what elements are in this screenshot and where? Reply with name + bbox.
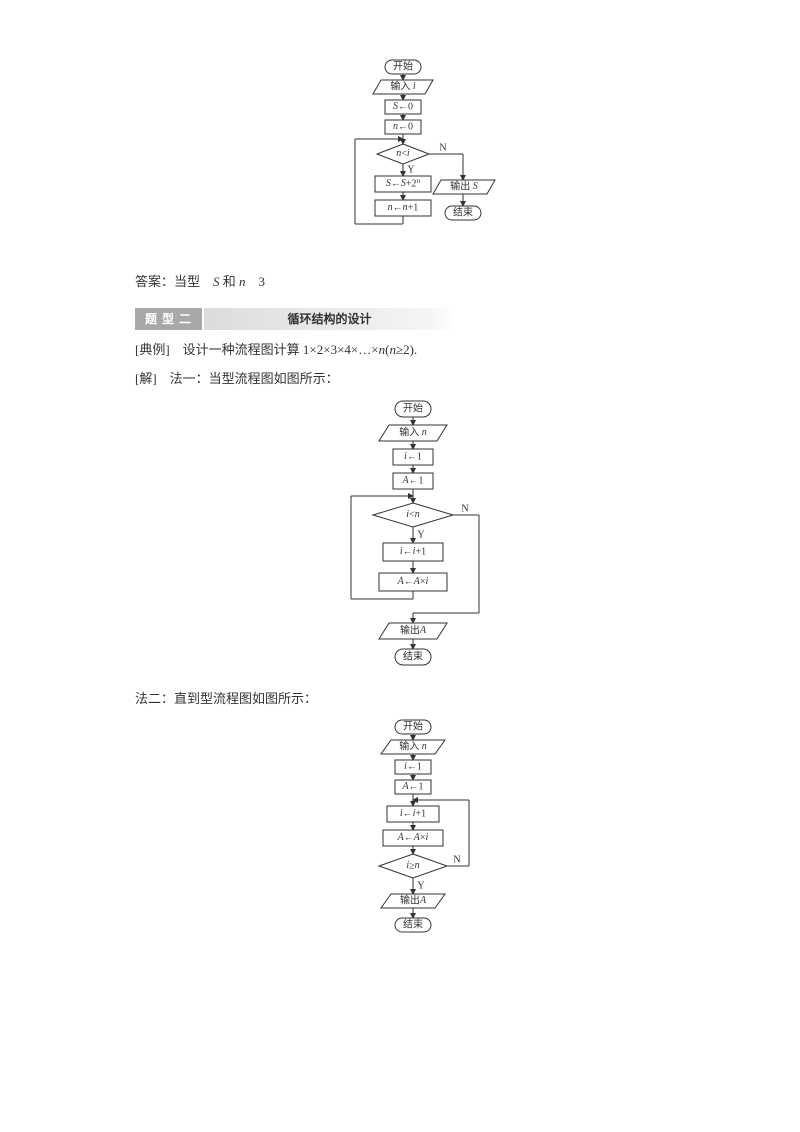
flowchart-1: 开始 输入 i S←0 n←0 n<i Y N S [303, 58, 523, 258]
example-label: [典例] [135, 342, 170, 357]
fc2-input: 输入 n [399, 425, 427, 438]
fc1-end: 结束 [453, 205, 473, 218]
flowchart-3-container: 开始 输入 n i←1 A←1 i←i+1 A←A×i i≥n N [135, 718, 690, 968]
page: 开始 输入 i S←0 n←0 n<i Y N S [0, 0, 800, 1016]
flowchart-3: 开始 输入 n i←1 A←1 i←i+1 A←A×i i≥n N [333, 718, 493, 968]
fc3-end: 结束 [403, 917, 423, 930]
fc1-n: N [439, 142, 446, 153]
flowchart-2: 开始 输入 n i←1 A←1 i<n Y N i←i+1 A←A×i [303, 399, 523, 679]
solution-label-line: [解] 法一：当型流程图如图所示： [135, 369, 690, 389]
fc2-end: 结束 [403, 649, 423, 662]
fc2-start: 开始 [403, 401, 423, 414]
flowchart-2-container: 开始 输入 n i←1 A←1 i<n Y N i←i+1 A←A×i [135, 399, 690, 679]
method2-line: 法二：直到型流程图如图所示： [135, 689, 690, 709]
fc3-output: 输出A [399, 893, 426, 906]
section-title: 循环结构的设计 [204, 308, 455, 330]
fc1-start: 开始 [393, 59, 413, 72]
fc2-init-a: A←1 [401, 475, 423, 486]
flowchart-1-container: 开始 输入 i S←0 n←0 n<i Y N S [135, 58, 690, 258]
fc3-cond: i≥n [406, 860, 419, 871]
fc2-init-i: i←1 [404, 451, 422, 462]
fc3-init-a: A←1 [401, 781, 423, 792]
fc1-update-n: n←n+1 [387, 202, 418, 213]
fc1-cond: n<i [396, 148, 410, 159]
fc3-start: 开始 [403, 719, 423, 732]
fc2-y: Y [417, 529, 424, 540]
fc2-cond: i<n [406, 509, 419, 520]
fc1-y: Y [407, 164, 414, 175]
fc3-n: N [453, 854, 460, 865]
fc2-update-a: A←A×i [396, 576, 428, 587]
fc3-init-i: i←1 [404, 761, 422, 772]
fc3-update-i: i←i+1 [399, 808, 425, 819]
fc1-output: 输出 S [450, 179, 478, 192]
section-badge: 题 型 二 [135, 308, 204, 330]
fc1-update-s: S←S+2n [385, 177, 420, 190]
fc3-input: 输入 n [399, 739, 427, 752]
answer-prefix: 答案： [135, 274, 174, 289]
fc1-init-s: S←0 [393, 101, 413, 112]
section-header: 题 型 二 循环结构的设计 [135, 308, 455, 330]
fc2-output: 输出A [399, 623, 426, 636]
fc1-input: 输入 i [390, 79, 416, 92]
fc2-update-i: i←i+1 [399, 546, 425, 557]
answer-line: 答案：当型 S 和 n 3 [135, 272, 690, 292]
fc2-n: N [461, 503, 468, 514]
example-line: [典例] 设计一种流程图计算 1×2×3×4×…×n(n≥2). [135, 340, 690, 360]
fc1-init-n: n←0 [393, 121, 413, 132]
fc3-update-a: A←A×i [396, 832, 428, 843]
fc3-y: Y [417, 880, 424, 891]
solution-label: [解] [135, 371, 157, 386]
